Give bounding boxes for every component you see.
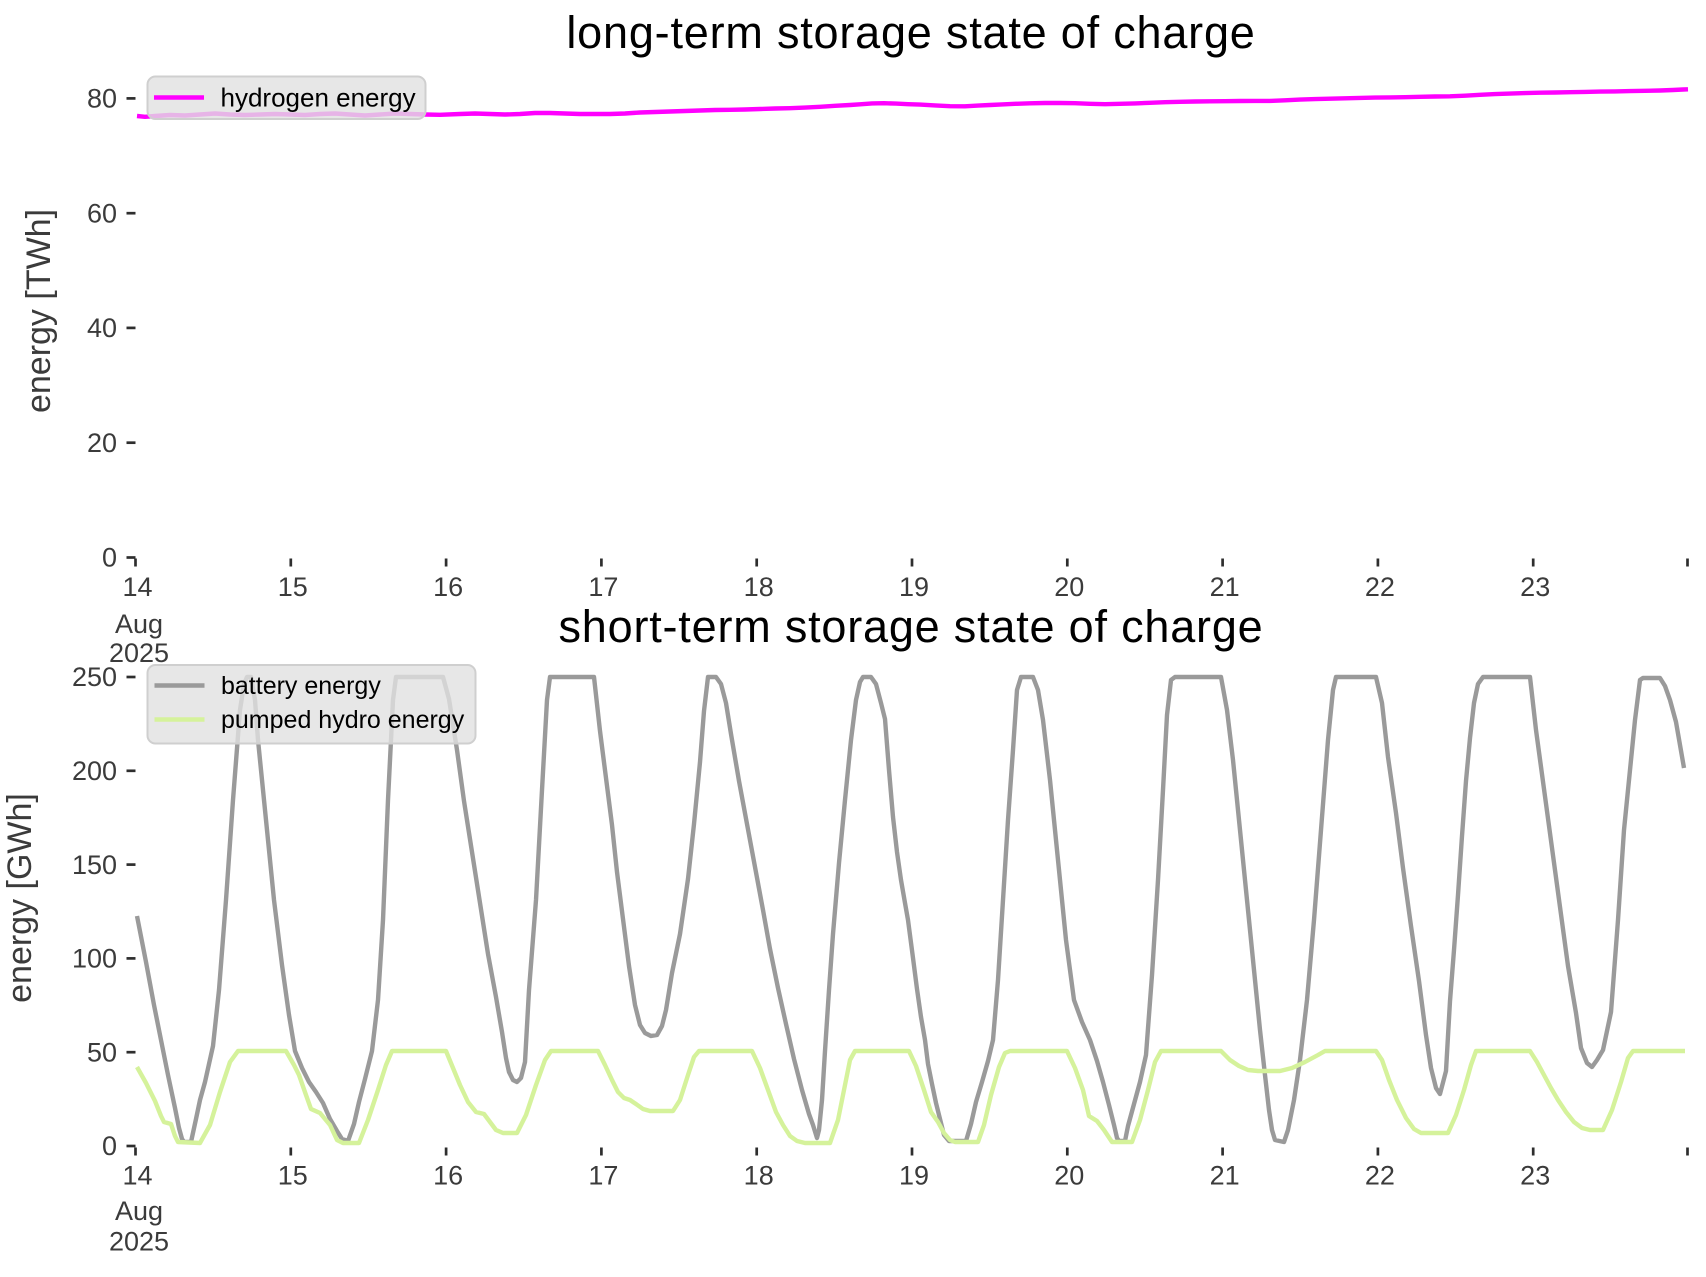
svg-text:17: 17 [588, 1161, 618, 1191]
svg-text:Aug: Aug [115, 1196, 163, 1226]
svg-text:250: 250 [72, 662, 117, 692]
svg-text:17: 17 [588, 572, 618, 602]
svg-text:15: 15 [278, 572, 308, 602]
svg-text:0: 0 [102, 543, 117, 573]
svg-text:energy [TWh]: energy [TWh] [20, 209, 58, 413]
svg-text:14: 14 [122, 1161, 152, 1191]
svg-text:60: 60 [87, 198, 117, 228]
svg-text:50: 50 [87, 1037, 117, 1067]
svg-text:22: 22 [1365, 1161, 1395, 1191]
svg-text:21: 21 [1210, 1161, 1240, 1191]
svg-text:14: 14 [122, 572, 152, 602]
svg-text:18: 18 [744, 1161, 774, 1191]
svg-text:short-term storage state of ch: short-term storage state of charge [558, 601, 1263, 652]
svg-text:long-term storage state of cha: long-term storage state of charge [566, 7, 1255, 58]
svg-text:200: 200 [72, 756, 117, 786]
svg-text:150: 150 [72, 850, 117, 880]
svg-text:23: 23 [1520, 1161, 1550, 1191]
svg-text:energy [GWh]: energy [GWh] [1, 793, 39, 1003]
svg-text:20: 20 [87, 428, 117, 458]
svg-text:Aug: Aug [115, 609, 163, 639]
svg-text:15: 15 [278, 1161, 308, 1191]
svg-text:16: 16 [433, 1161, 463, 1191]
svg-text:20: 20 [1054, 1161, 1084, 1191]
svg-text:80: 80 [87, 84, 117, 114]
svg-text:21: 21 [1210, 572, 1240, 602]
svg-text:battery energy: battery energy [221, 672, 381, 700]
svg-text:22: 22 [1365, 572, 1395, 602]
svg-text:23: 23 [1520, 572, 1550, 602]
svg-text:19: 19 [899, 572, 929, 602]
svg-text:16: 16 [433, 572, 463, 602]
svg-text:2025: 2025 [109, 1227, 169, 1257]
svg-text:40: 40 [87, 313, 117, 343]
svg-text:20: 20 [1054, 572, 1084, 602]
svg-text:18: 18 [744, 572, 774, 602]
svg-text:0: 0 [102, 1131, 117, 1161]
svg-text:19: 19 [899, 1161, 929, 1191]
svg-text:2025: 2025 [109, 638, 169, 668]
svg-text:100: 100 [72, 944, 117, 974]
svg-text:pumped hydro energy: pumped hydro energy [221, 706, 465, 734]
svg-text:hydrogen energy: hydrogen energy [221, 83, 416, 113]
